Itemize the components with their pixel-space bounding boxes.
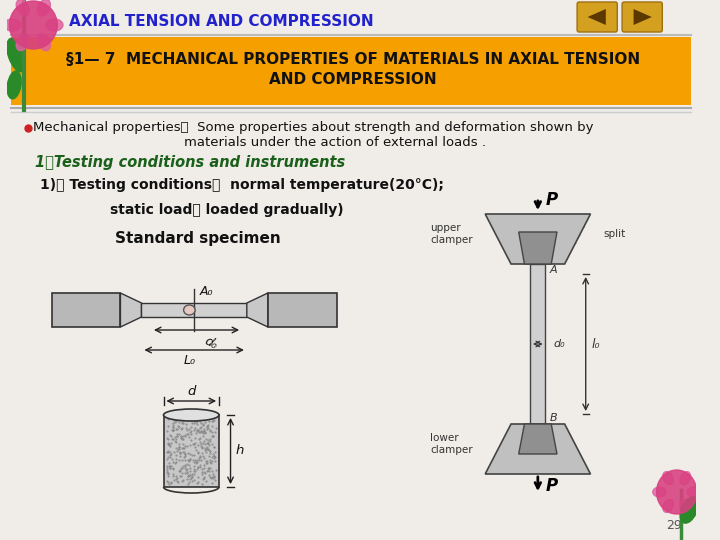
Text: AND COMPRESSION: AND COMPRESSION [269, 72, 437, 87]
Ellipse shape [9, 1, 58, 49]
FancyBboxPatch shape [577, 2, 617, 32]
Text: Standard specimen: Standard specimen [115, 231, 281, 246]
Ellipse shape [4, 19, 21, 31]
Ellipse shape [37, 34, 50, 51]
Text: §1— 7  MECHANICAL PROPERTIES OF MATERIALS IN AXIAL TENSION: §1— 7 MECHANICAL PROPERTIES OF MATERIALS… [66, 52, 640, 68]
FancyBboxPatch shape [622, 2, 662, 32]
Ellipse shape [46, 19, 63, 31]
Text: static load（ loaded gradually): static load（ loaded gradually) [110, 203, 343, 217]
Ellipse shape [680, 471, 690, 485]
Bar [530, 264, 546, 424]
Polygon shape [485, 424, 590, 474]
Polygon shape [634, 9, 652, 25]
Bar [163, 415, 219, 487]
Ellipse shape [662, 471, 673, 485]
Ellipse shape [17, 34, 30, 51]
Text: AXIAL TENSION AND COMPRESSION: AXIAL TENSION AND COMPRESSION [68, 15, 374, 30]
Ellipse shape [653, 487, 666, 497]
Text: upper
clamper: upper clamper [430, 223, 473, 245]
Ellipse shape [7, 71, 21, 99]
Ellipse shape [17, 0, 30, 16]
Polygon shape [518, 232, 557, 264]
Text: P: P [546, 191, 557, 209]
Bar [52, 293, 120, 327]
Text: B: B [549, 413, 557, 423]
Text: d₀: d₀ [202, 334, 220, 352]
Polygon shape [120, 293, 142, 327]
Ellipse shape [687, 487, 701, 497]
Text: l₀: l₀ [591, 338, 600, 350]
Polygon shape [588, 9, 606, 25]
Ellipse shape [657, 470, 697, 514]
Text: lower
clamper: lower clamper [430, 433, 473, 455]
Polygon shape [518, 424, 557, 454]
Text: d: d [187, 385, 195, 398]
Ellipse shape [184, 305, 195, 315]
Text: materials under the action of external loads .: materials under the action of external l… [184, 137, 485, 150]
Text: split: split [603, 229, 625, 239]
Text: 29: 29 [666, 519, 681, 532]
Ellipse shape [680, 500, 690, 512]
FancyBboxPatch shape [12, 37, 691, 105]
Text: A: A [549, 265, 557, 275]
Text: d₀: d₀ [553, 339, 564, 349]
Ellipse shape [662, 500, 673, 512]
Polygon shape [247, 293, 268, 327]
Ellipse shape [7, 38, 25, 72]
Polygon shape [485, 214, 590, 264]
Ellipse shape [37, 0, 50, 16]
Text: 1)、 Testing conditions：  normal temperature(20°C);: 1)、 Testing conditions： normal temperatu… [40, 178, 444, 192]
Ellipse shape [163, 409, 219, 421]
Text: h: h [235, 444, 243, 457]
Bar [142, 303, 247, 317]
Text: L₀: L₀ [184, 354, 195, 367]
Bar [268, 293, 337, 327]
Text: A₀: A₀ [200, 285, 213, 298]
Text: P: P [546, 477, 557, 495]
Ellipse shape [680, 497, 698, 523]
Text: 1、Testing conditions and instruments: 1、Testing conditions and instruments [35, 154, 346, 170]
Text: Mechanical properties：  Some properties about strength and deformation shown by: Mechanical properties： Some properties a… [33, 120, 594, 133]
